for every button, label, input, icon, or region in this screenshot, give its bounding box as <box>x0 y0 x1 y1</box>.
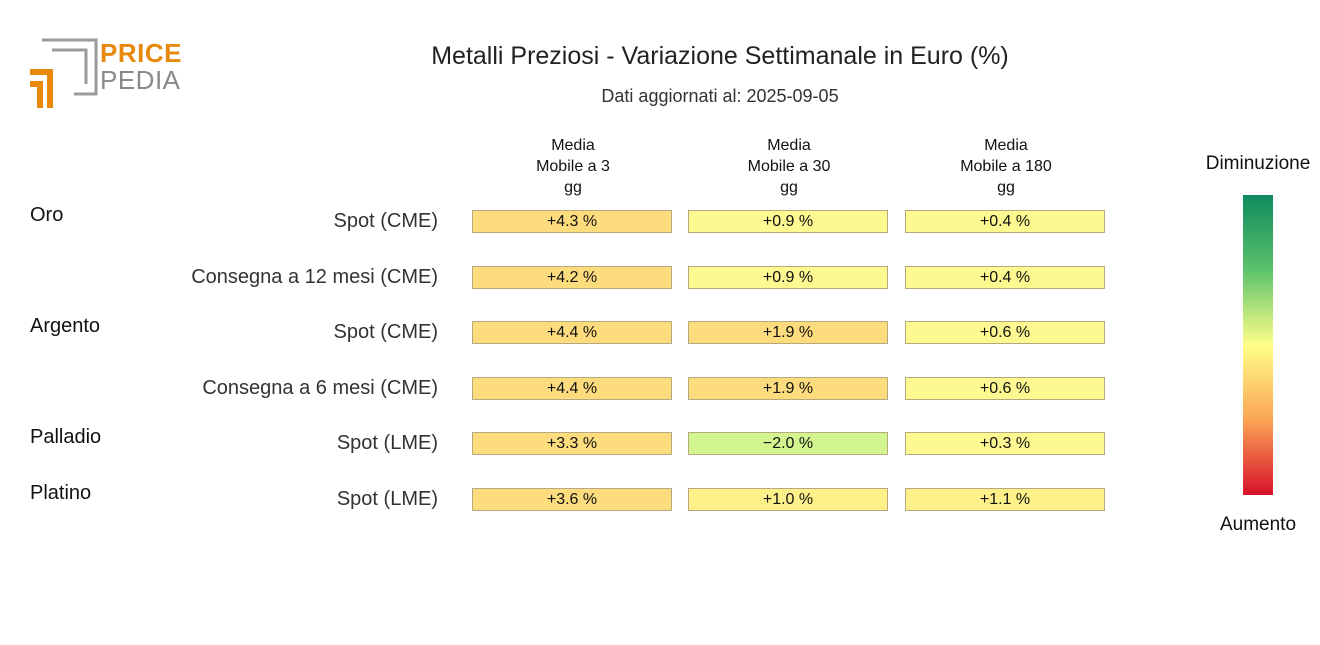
heatmap-cell: +3.6 % <box>472 488 672 511</box>
column-header-line: gg <box>997 179 1015 196</box>
row-label: Spot (LME) <box>336 432 438 455</box>
logo-text-pedia: PEDIA <box>100 65 181 95</box>
heatmap-cell: +4.3 % <box>472 210 672 233</box>
heatmap-cell: +0.3 % <box>905 432 1105 456</box>
logo-mark-icon <box>30 38 98 108</box>
legend-color-scale <box>1243 195 1273 495</box>
row-label: Consegna a 12 mesi (CME) <box>191 265 438 288</box>
heatmap-cell: +1.0 % <box>688 488 888 511</box>
pricepedia-logo: PRICE PEDIA <box>30 38 190 110</box>
column-header: Media Mobile a 180 gg <box>905 135 1107 198</box>
chart-subtitle-wrap: Dati aggiornati al: 2025-09-05 <box>0 86 1320 107</box>
heatmap-cell: +1.1 % <box>905 488 1105 511</box>
row-label: Consegna a 6 mesi (CME) <box>202 376 438 399</box>
column-header-line: Media <box>551 137 595 154</box>
heatmap-cell: +0.9 % <box>688 265 888 289</box>
row-label: Spot (CME) <box>333 210 438 232</box>
chart-subtitle: Dati aggiornati al: 2025-09-05 <box>601 86 839 106</box>
heatmap-cell: +0.6 % <box>905 321 1105 345</box>
heatmap-cell: +3.3 % <box>472 432 672 456</box>
legend-bottom-label: Aumento <box>1219 514 1297 535</box>
group-label: Platino <box>30 482 92 504</box>
column-header: Media Mobile a 30 gg <box>688 135 890 198</box>
column-header-line: Mobile a 3 <box>536 158 610 175</box>
heatmap-cell: +4.2 % <box>472 265 672 289</box>
chart-title: Metalli Preziosi - Variazione Settimanal… <box>431 42 1009 70</box>
heatmap-cell: +0.4 % <box>905 265 1105 289</box>
row-label: Spot (CME) <box>333 321 438 344</box>
heatmap-cell: +0.4 % <box>905 210 1105 233</box>
heatmap-cell: +4.4 % <box>472 321 672 345</box>
heatmap-cell: +1.9 % <box>688 376 888 400</box>
group-label: Oro <box>30 204 64 226</box>
heatmap-cell: +1.9 % <box>688 321 888 345</box>
heatmap-cell: +0.6 % <box>905 376 1105 400</box>
legend-top-label: Diminuzione <box>1205 153 1311 174</box>
column-header: Media Mobile a 3 gg <box>472 135 674 198</box>
column-header-line: Mobile a 30 <box>747 158 831 175</box>
heatmap-cell: +0.9 % <box>688 210 888 233</box>
column-header-line: gg <box>564 179 582 196</box>
group-label: Palladio <box>30 426 102 449</box>
column-header-line: Mobile a 180 <box>960 158 1052 175</box>
row-label: Spot (LME) <box>336 488 438 510</box>
logo-text-price: PRICE <box>100 38 182 68</box>
heatmap-cell: −2.0 % <box>688 432 888 456</box>
chart-title-wrap: Metalli Preziosi - Variazione Settimanal… <box>0 42 1320 71</box>
column-header-line: Media <box>984 137 1028 154</box>
group-label: Argento <box>30 315 101 338</box>
column-header-line: gg <box>780 179 798 196</box>
column-header-line: Media <box>767 137 811 154</box>
heatmap-cell: +4.4 % <box>472 376 672 400</box>
